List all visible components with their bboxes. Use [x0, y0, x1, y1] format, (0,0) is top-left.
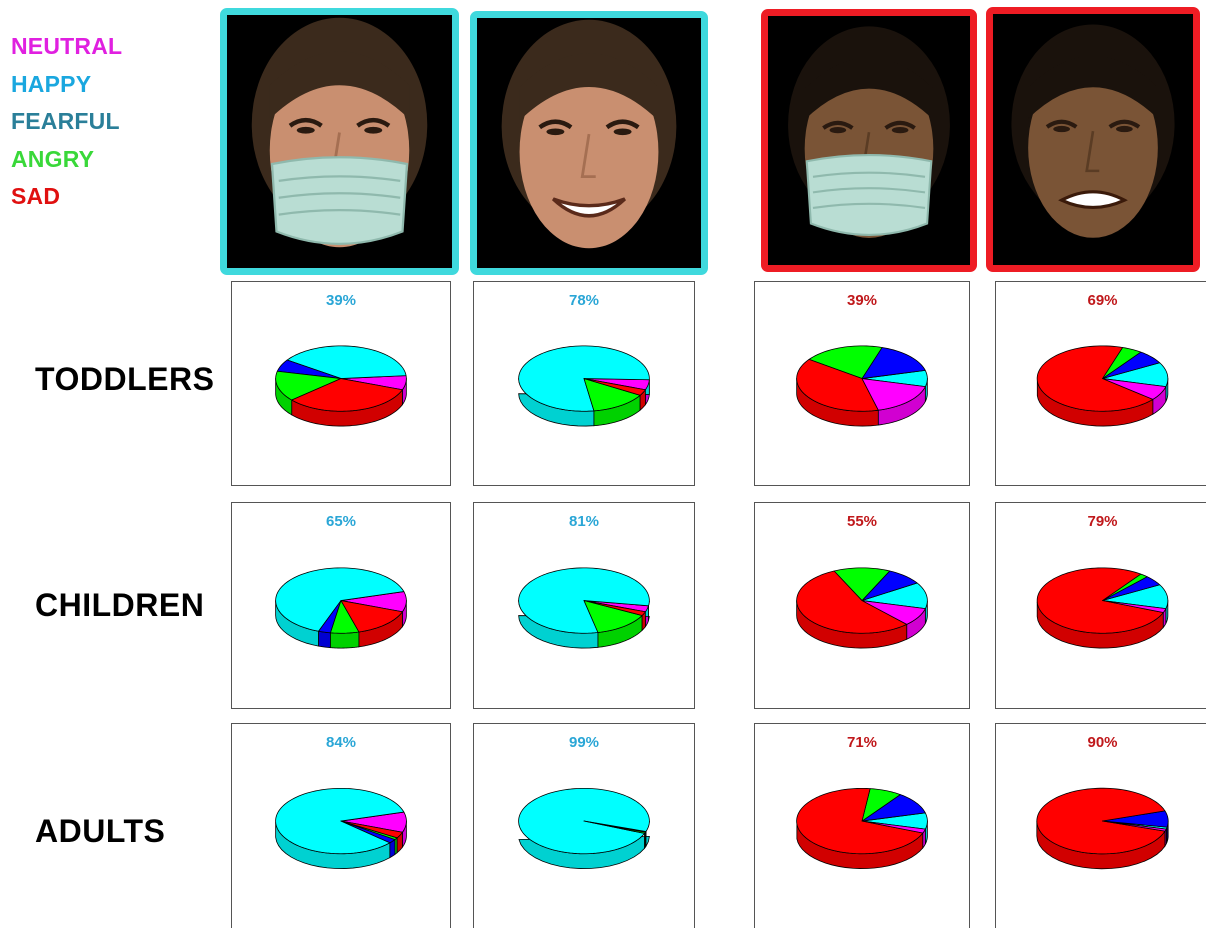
pie-chart: [275, 787, 407, 869]
pie-slice-happy: [861, 369, 928, 388]
pie-chart: [518, 787, 650, 869]
pie-slice-angry: [1102, 347, 1142, 379]
row-label-adults: ADULTS: [35, 813, 166, 849]
pie-slice-sad: [340, 820, 403, 839]
pie-slice-sad: [796, 358, 879, 412]
recognition-percent-label: 81%: [568, 513, 600, 530]
pie-slice-sad: [796, 787, 924, 855]
pie-chart: [1036, 345, 1169, 427]
recognition-percent-label: 65%: [325, 513, 357, 530]
pie-slice-neutral: [340, 591, 407, 613]
pie-chart-cell: 84%: [231, 723, 451, 928]
pie-chart: [796, 567, 928, 649]
legend-neutral: NEUTRAL: [11, 33, 123, 59]
pie-slice-side-fearful: [318, 630, 331, 649]
pie-chart-cell: 39%: [231, 281, 451, 486]
pie-chart-cell: 78%: [473, 281, 695, 486]
pie-slice-fearful: [861, 794, 926, 822]
pie-slice-angry: [583, 600, 643, 633]
recognition-percent-label: 39%: [325, 292, 357, 309]
pie-slice-happy: [1102, 362, 1169, 388]
pie-chart: [275, 345, 407, 427]
pie-slice-side-angry: [330, 631, 360, 649]
pie-slice-sad: [291, 378, 403, 412]
recognition-percent-label: 78%: [568, 292, 600, 309]
pie-slice-happy: [1102, 584, 1169, 610]
pie-slice-happy: [861, 582, 928, 610]
face-happy-unmasked: [470, 11, 708, 275]
pie-chart-cell: 90%: [995, 723, 1206, 928]
pie-slice-fearful: [861, 570, 918, 601]
pie-slice-sad: [1036, 345, 1154, 412]
pie-slice-angry: [833, 567, 891, 601]
pie-slice-angry: [583, 378, 641, 412]
pie-chart-cell: 55%: [754, 502, 970, 709]
recognition-percent-label: 90%: [1087, 734, 1118, 751]
legend-fearful: FEARFUL: [11, 108, 120, 134]
recognition-percent-label: 71%: [846, 734, 878, 751]
pie-slice-angry: [583, 820, 646, 834]
emotion-legend: NEUTRAL HAPPY FEARFUL ANGRY SAD: [11, 28, 122, 216]
legend-sad: SAD: [11, 183, 61, 209]
pie-slice-happy: [275, 787, 405, 855]
pie-slice-happy: [861, 812, 928, 830]
pie-slice-neutral: [861, 820, 926, 834]
pie-slice-fearful: [1102, 810, 1169, 828]
pie-slice-angry: [808, 345, 883, 379]
pie-slice-neutral: [861, 378, 926, 411]
pie-slice-fearful: [276, 359, 342, 379]
pie-slice-happy: [275, 567, 405, 632]
pie-slice-neutral: [1102, 600, 1167, 613]
pie-slice-neutral: [1102, 820, 1167, 832]
pie-slice-fearful: [318, 600, 342, 634]
recognition-percent-label: 69%: [1087, 292, 1118, 309]
recognition-percent-label: 55%: [846, 513, 878, 530]
pie-slice-sad: [583, 378, 646, 396]
pie-slice-fearful: [1102, 351, 1161, 379]
pie-slice-neutral: [1102, 378, 1167, 400]
pie-chart: [796, 345, 928, 427]
pie-chart-cell: 69%: [995, 281, 1206, 486]
pie-slice-sad: [583, 600, 646, 616]
pie-slice-angry: [275, 370, 342, 401]
pie-chart-cell: 81%: [473, 502, 695, 709]
pie-chart-cell: 65%: [231, 502, 451, 709]
pie-chart: [518, 345, 650, 427]
pie-slice-neutral: [340, 811, 407, 833]
pie-chart: [518, 567, 650, 649]
pie-chart-cell: 79%: [995, 502, 1206, 709]
row-label-toddlers: TODDLERS: [35, 361, 215, 397]
pie-slice-sad: [796, 570, 908, 634]
pie-slice-angry: [861, 788, 901, 822]
pie-chart: [1036, 787, 1169, 870]
pie-slice-happy: [286, 345, 407, 379]
pie-slice-angry: [330, 600, 360, 634]
face-happy-masked: [220, 8, 459, 275]
pie-slice-sad: [340, 600, 403, 633]
recognition-percent-label: 39%: [846, 292, 878, 309]
pie-slice-neutral: [340, 375, 407, 391]
recognition-percent-label: 99%: [568, 734, 600, 751]
pie-slice-sad: [1036, 567, 1164, 634]
recognition-percent-label: 84%: [325, 734, 357, 751]
pie-chart: [275, 567, 407, 649]
pie-chart: [796, 787, 928, 869]
pie-chart: [1036, 567, 1169, 649]
legend-angry: ANGRY: [11, 145, 95, 172]
recognition-percent-label: 79%: [1087, 513, 1118, 530]
face-sad-unmasked: [986, 7, 1200, 272]
pie-slice-side-angry: [644, 831, 646, 850]
pie-slice-fearful: [861, 347, 926, 379]
pie-chart-cell: 71%: [754, 723, 970, 928]
pie-chart-cell: 99%: [473, 723, 695, 928]
pie-chart-cell: 39%: [754, 281, 970, 486]
row-label-children: CHILDREN: [35, 587, 205, 623]
pie-slice-fearful: [1102, 576, 1161, 601]
face-sad-masked: [761, 9, 977, 272]
pie-slice-side-neutral: [1164, 827, 1167, 848]
legend-happy: HAPPY: [11, 70, 92, 97]
pie-slice-neutral: [861, 600, 926, 625]
pie-slice-sad: [1036, 787, 1166, 855]
